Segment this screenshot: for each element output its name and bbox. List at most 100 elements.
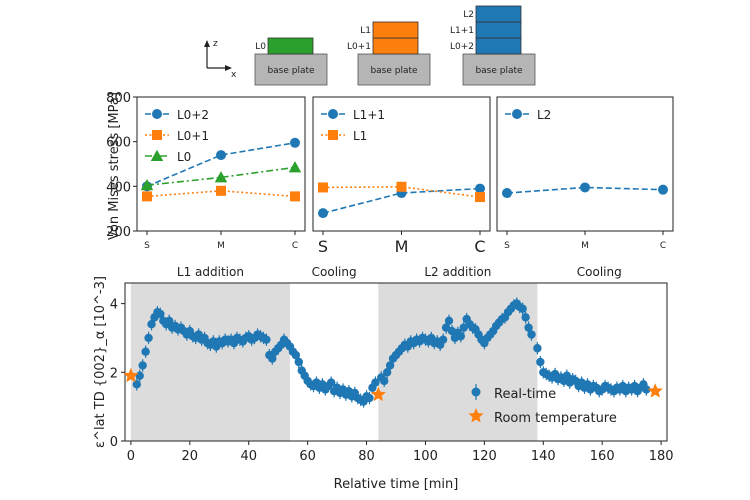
data-point bbox=[527, 330, 536, 339]
data-point bbox=[326, 378, 336, 387]
data-point bbox=[642, 385, 651, 394]
legend-label: L1 bbox=[353, 129, 367, 143]
x-axis-arrowhead bbox=[225, 65, 232, 71]
layer-block bbox=[267, 37, 314, 55]
stress-panel-2: S M C L1+1 L1 bbox=[312, 96, 491, 256]
legend-label: L2 bbox=[537, 108, 551, 122]
data-point bbox=[371, 378, 380, 387]
data-point bbox=[380, 376, 389, 386]
layer-label: L1+1 bbox=[450, 26, 474, 36]
data-point bbox=[396, 181, 407, 192]
legend-label: Real-time bbox=[494, 387, 556, 402]
legend: L1+1 L1 bbox=[321, 108, 385, 143]
data-point bbox=[268, 354, 277, 363]
data-point bbox=[502, 188, 512, 199]
data-point bbox=[533, 344, 542, 353]
data-point bbox=[370, 386, 386, 402]
data-point bbox=[580, 182, 590, 193]
x-tick-label: C bbox=[292, 241, 298, 251]
phase-label: Cooling bbox=[577, 265, 622, 279]
y-tick-label: 2 bbox=[110, 366, 118, 381]
x-tick-label: 100 bbox=[413, 449, 438, 464]
stress-panel-3: S M C L2 bbox=[496, 96, 674, 251]
data-point bbox=[456, 332, 466, 341]
data-point bbox=[475, 192, 485, 203]
data-point bbox=[382, 368, 392, 377]
data-point bbox=[214, 171, 228, 183]
y-tick-label: 200 bbox=[106, 225, 131, 240]
data-point bbox=[138, 361, 147, 370]
stress-panel-1: S M C 200 400 600 800 L0+2 L0+1 L0 bbox=[106, 91, 306, 251]
data-point bbox=[123, 367, 139, 383]
x-tick-label: C bbox=[474, 237, 485, 256]
top-panels: S M C 200 400 600 800 L0+2 L0+1 L0 S M C L1+1 L1 S M C L2 bbox=[106, 91, 674, 256]
data-point bbox=[262, 335, 271, 344]
data-point bbox=[658, 184, 668, 195]
legend-marker bbox=[152, 130, 162, 140]
data-point bbox=[147, 320, 156, 329]
y-tick-label: 800 bbox=[106, 91, 131, 106]
x-tick-label: 40 bbox=[240, 449, 257, 464]
phase-shade bbox=[130, 283, 290, 441]
layer-block bbox=[475, 21, 522, 39]
data-point bbox=[290, 137, 300, 148]
data-point bbox=[475, 183, 485, 194]
layer-label: L0+2 bbox=[450, 42, 474, 52]
layer-block bbox=[372, 37, 419, 55]
x-tick-label: 160 bbox=[590, 449, 615, 464]
z-axis-label: z bbox=[213, 39, 218, 49]
panel-frame bbox=[136, 96, 306, 232]
x-tick-label: 180 bbox=[649, 449, 674, 464]
data-point bbox=[156, 309, 165, 319]
data-point bbox=[521, 313, 530, 322]
series-line-l0plus2 bbox=[146, 141, 296, 188]
legend-marker bbox=[328, 130, 338, 140]
legend-marker bbox=[328, 109, 338, 119]
layer-label: L0 bbox=[255, 42, 266, 52]
legend: Real-time Room temperature bbox=[468, 384, 617, 426]
panel-frame bbox=[496, 96, 674, 232]
data-point bbox=[524, 323, 533, 332]
data-point bbox=[365, 393, 374, 403]
data-point bbox=[164, 316, 174, 325]
series-real-time bbox=[132, 297, 651, 408]
y-tick-label: 400 bbox=[106, 180, 131, 195]
y-tick-label: 0 bbox=[110, 435, 118, 450]
data-point bbox=[536, 357, 545, 367]
x-tick-label: 0 bbox=[127, 449, 135, 464]
series-line-l0 bbox=[146, 166, 296, 187]
data-point bbox=[288, 161, 302, 173]
phase-label: Cooling bbox=[312, 265, 357, 279]
y-axis-label: ε^lat TD {002}_α [10^-3] bbox=[93, 276, 108, 448]
series-line-l1 bbox=[322, 185, 481, 198]
layer-label: L1 bbox=[360, 26, 371, 36]
data-point bbox=[318, 208, 328, 219]
layer-block bbox=[475, 37, 522, 55]
x-tick-label: S bbox=[504, 241, 510, 251]
legend-marker bbox=[471, 387, 481, 397]
z-axis-arrowhead bbox=[204, 40, 210, 47]
phase-label: L1 addition bbox=[177, 265, 244, 279]
data-point bbox=[291, 350, 301, 360]
y-tick-label: 600 bbox=[106, 136, 131, 151]
panel-frame bbox=[312, 96, 491, 232]
top-y-axis-label: Von Mises stress [MPa] bbox=[107, 92, 122, 240]
legend: L0+2 L0+1 L0 bbox=[145, 108, 209, 164]
layer-block bbox=[372, 21, 419, 39]
data-point bbox=[135, 371, 144, 380]
data-point bbox=[132, 380, 141, 389]
data-point bbox=[518, 304, 527, 313]
x-tick-label: C bbox=[660, 241, 666, 251]
legend-marker bbox=[152, 109, 162, 119]
x-tick-label: M bbox=[581, 241, 589, 251]
x-tick-label: 80 bbox=[358, 449, 375, 464]
x-tick-label: M bbox=[217, 241, 225, 251]
data-point bbox=[142, 191, 152, 202]
data-point bbox=[294, 357, 303, 367]
x-tick-label: S bbox=[144, 241, 150, 251]
y-tick-label: 4 bbox=[110, 298, 118, 313]
legend-label: L0 bbox=[177, 150, 191, 164]
data-point bbox=[216, 150, 226, 161]
legend-label: Room temperature bbox=[494, 411, 617, 426]
